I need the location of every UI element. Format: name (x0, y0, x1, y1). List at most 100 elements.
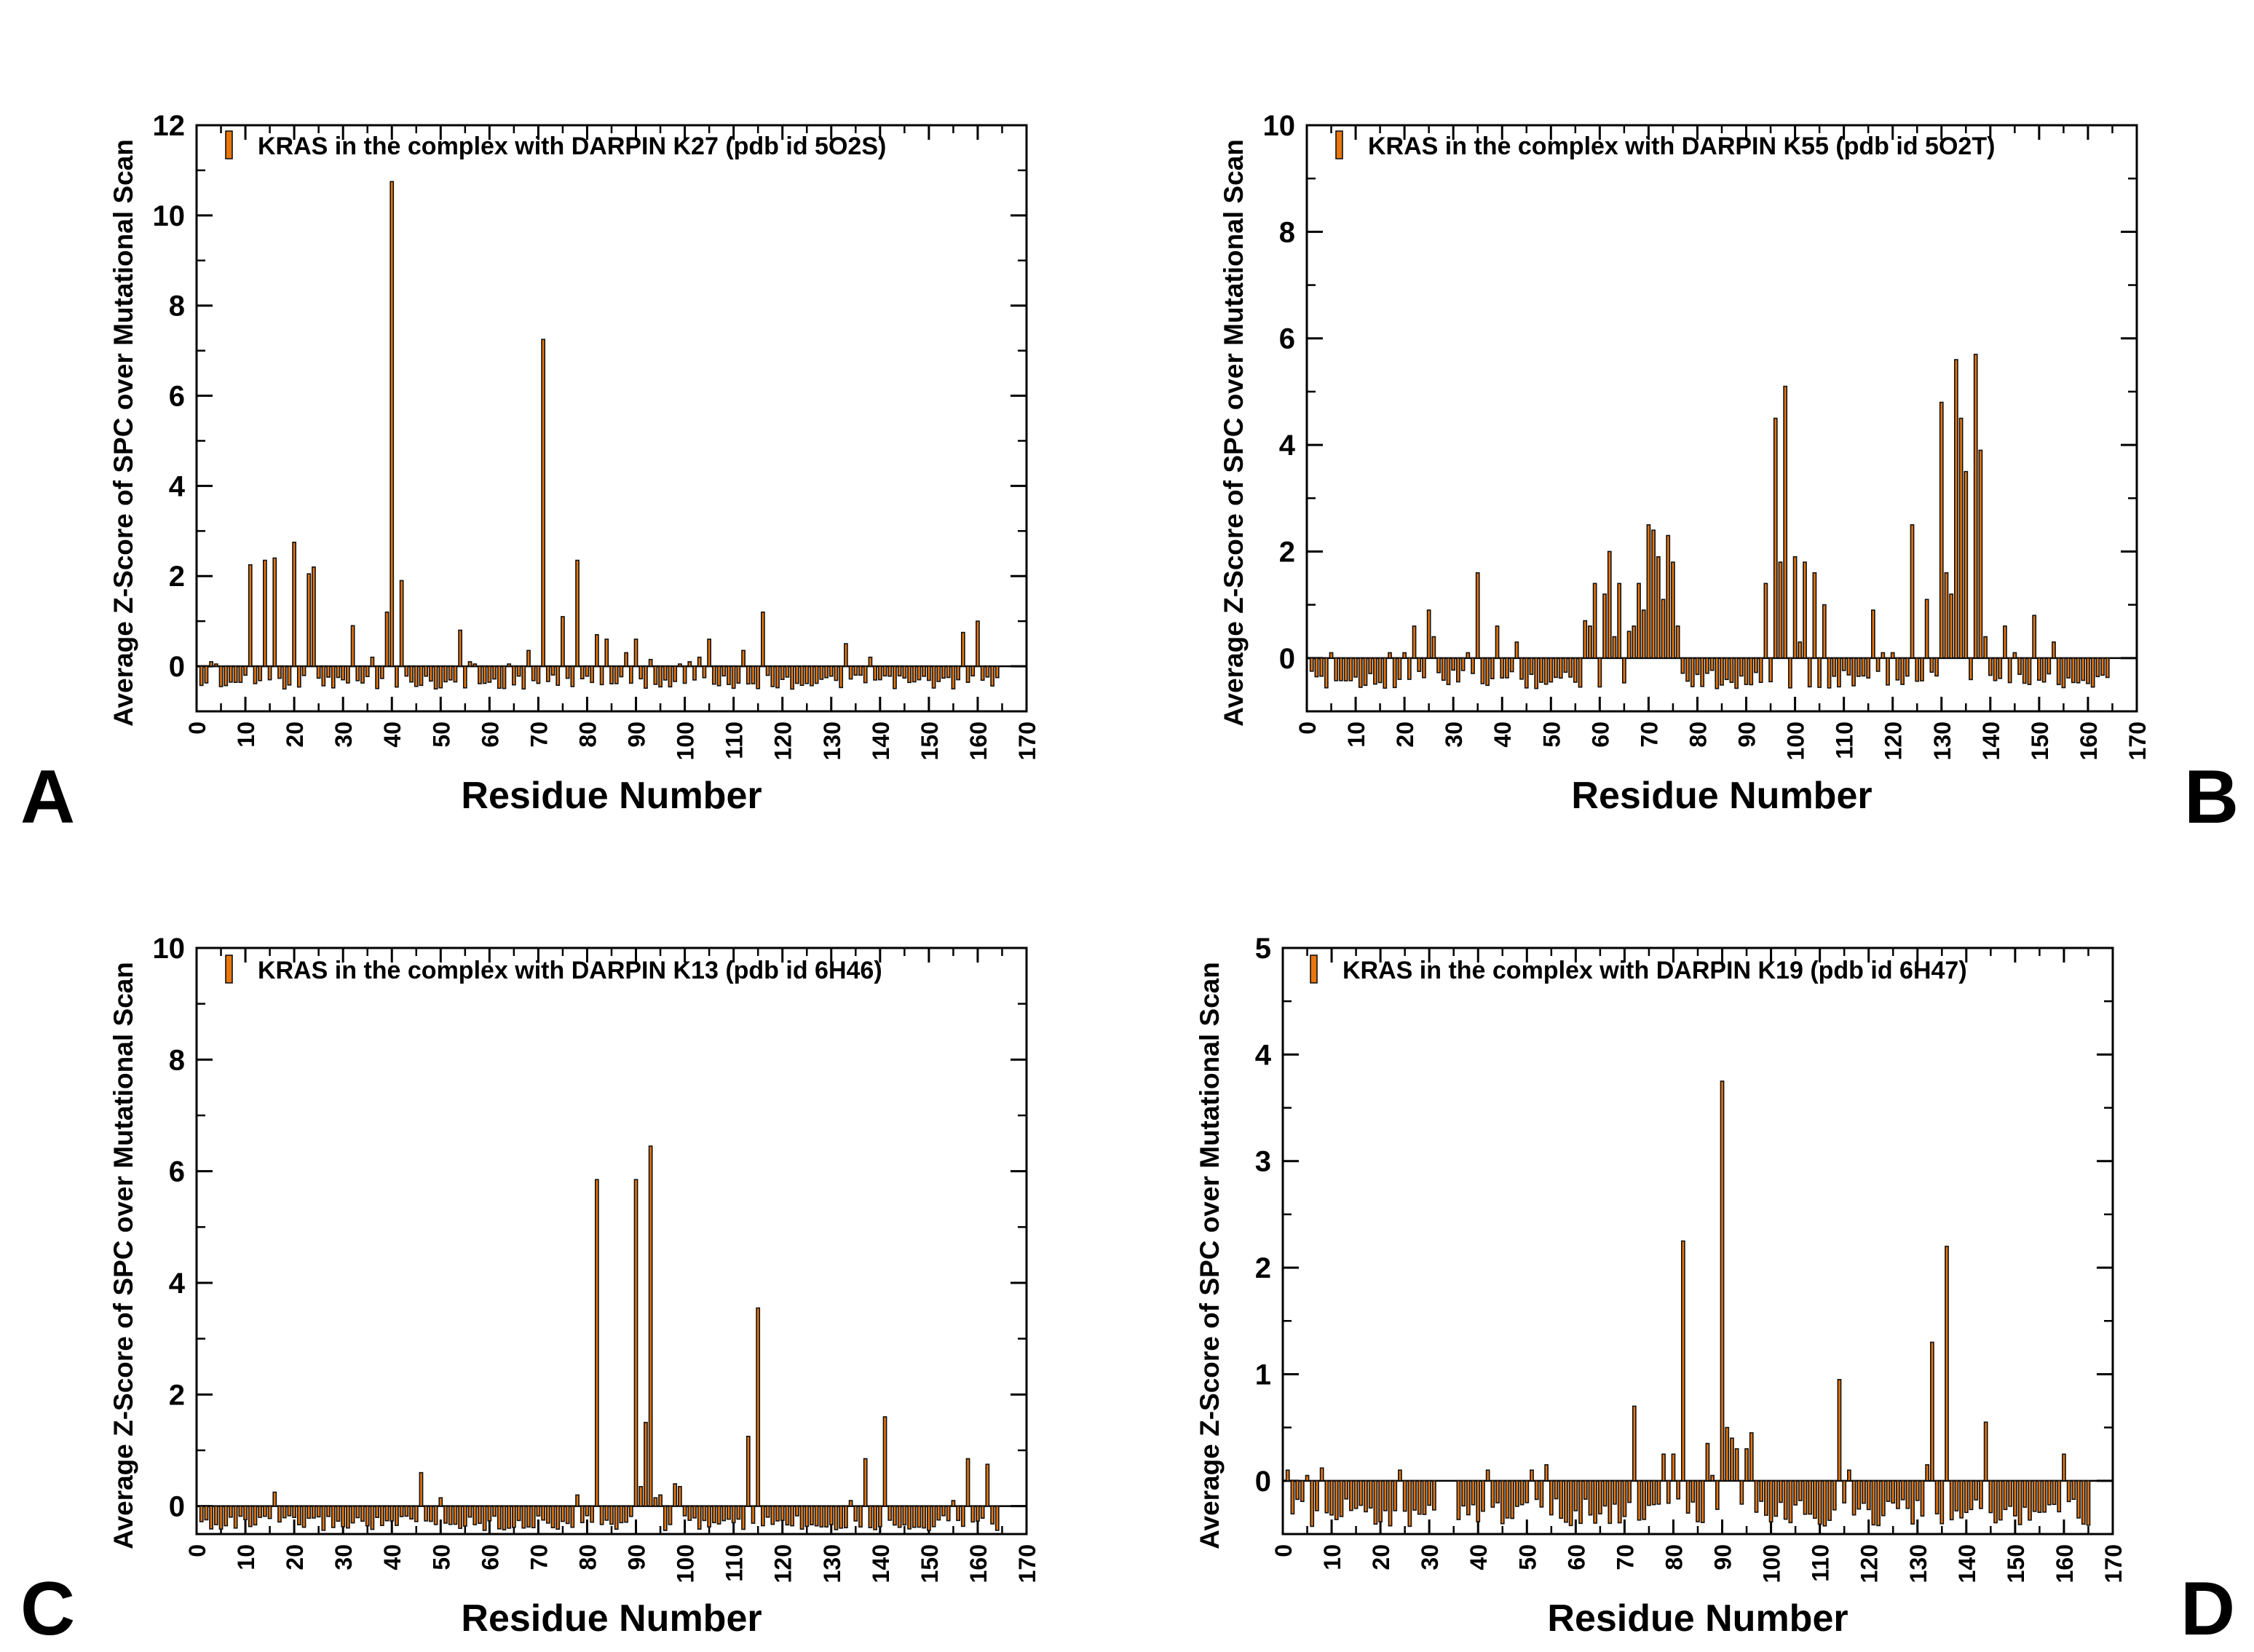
y-axis-label: Average Z-Score of SPC over Mutational S… (108, 139, 138, 727)
bar-residue-123 (1881, 1480, 1886, 1517)
bar-residue-2 (1290, 1480, 1295, 1515)
bar-residue-142 (887, 665, 893, 677)
bar-residue-151 (2017, 1480, 2022, 1525)
legend-label: KRAS in the complex with DARPIN K55 (pdb… (1368, 133, 1995, 160)
bar-residue-118 (1881, 652, 1886, 659)
bar-residue-30 (1451, 657, 1456, 671)
x-tick-label: 170 (1014, 1544, 1040, 1583)
bar-residue-116 (761, 611, 765, 667)
bar-residue-145 (1988, 1480, 1993, 1514)
bar-residue-4 (213, 663, 218, 667)
bar-residue-140 (877, 1505, 882, 1527)
bar-residue-137 (1973, 353, 1978, 659)
bar-residue-122 (790, 665, 794, 690)
bar-residue-135 (1964, 470, 1969, 659)
legend-swatch (225, 130, 233, 159)
bar-residue-156 (956, 665, 960, 681)
bar-residue-24 (312, 566, 316, 667)
bar-residue-89 (628, 665, 633, 684)
bar-residue-15 (1353, 1480, 1359, 1509)
y-tick-label: 5 (1255, 933, 1271, 965)
bar-residue-107 (1803, 1480, 1808, 1515)
bar-residue-16 (1359, 1480, 1364, 1506)
bar-residue-110 (1841, 657, 1846, 671)
bar-residue-93 (1734, 1448, 1739, 1482)
bar-residue-129 (824, 665, 829, 679)
bar-residue-70 (1622, 1480, 1627, 1517)
x-tick-label: 40 (1466, 1544, 1492, 1570)
bar-residue-77 (570, 1505, 575, 1528)
bar-residue-77 (1680, 657, 1685, 674)
bar-residue-82 (595, 1179, 599, 1507)
bar-residue-82 (595, 633, 599, 667)
bar-residue-25 (316, 1505, 321, 1518)
bar-residue-122 (1876, 1480, 1881, 1527)
x-tick-label: 170 (1014, 722, 1040, 760)
bar-residue-54 (1544, 1464, 1549, 1482)
bar-residue-91 (1749, 657, 1754, 686)
y-tick-label: 2 (169, 561, 185, 593)
bar-residue-55 (462, 665, 467, 689)
x-tick-label: 120 (770, 1544, 796, 1583)
x-tick-label: 30 (1417, 1544, 1443, 1570)
bar-residue-15 (267, 1505, 272, 1519)
bar-residue-156 (2042, 1480, 2047, 1513)
bar-residue-4 (1324, 657, 1329, 689)
bar-residue-32 (350, 1505, 355, 1524)
bar-residue-148 (2003, 1480, 2008, 1511)
bar-residue-61 (1578, 1480, 1583, 1525)
y-tick-label: 6 (169, 381, 185, 413)
x-tick-label: 90 (624, 722, 650, 748)
bar-residue-147 (912, 1505, 917, 1528)
bar-residue-105 (707, 639, 711, 667)
y-tick-label: 0 (1255, 1466, 1271, 1498)
bar-residue-21 (296, 1505, 301, 1525)
bar-residue-1 (199, 1505, 204, 1522)
bar-residue-39 (384, 1505, 389, 1522)
bar-residue-2 (204, 1505, 209, 1521)
x-tick-label: 160 (2076, 722, 2102, 760)
bar-residue-3 (1295, 1480, 1300, 1501)
bar-residue-3 (1319, 657, 1324, 677)
bar-residue-107 (1827, 657, 1832, 689)
bar-residue-45 (414, 1505, 419, 1522)
bar-residue-44 (1495, 1480, 1500, 1503)
bar-residue-142 (887, 1505, 893, 1521)
bar-residue-150 (927, 1505, 931, 1531)
bar-residue-43 (1514, 641, 1519, 659)
bar-residue-41 (395, 1505, 399, 1526)
bar-residue-13 (1344, 1480, 1349, 1500)
bar-residue-22 (301, 1505, 307, 1528)
x-axis-label: Residue Number (461, 1597, 762, 1640)
x-tick-label: 50 (428, 1544, 454, 1570)
bar-residue-164 (994, 1505, 1000, 1531)
bar-residue-124 (1886, 1480, 1891, 1502)
bar-residue-145 (2012, 652, 2017, 659)
bar-residue-131 (834, 1505, 839, 1530)
bar-residue-4 (1300, 1480, 1305, 1502)
bar-residue-25 (316, 665, 321, 679)
bar-residue-162 (2071, 1480, 2076, 1501)
bar-residue-120 (780, 665, 785, 680)
bar-residue-39 (1495, 625, 1500, 659)
bar-residue-19 (287, 1505, 292, 1517)
bar-residue-123 (1905, 657, 1910, 677)
bar-residue-83 (1709, 657, 1715, 671)
bar-residue-105 (1793, 1480, 1798, 1506)
bar-residue-109 (727, 1505, 731, 1520)
bar-residue-132 (839, 665, 844, 689)
bar-residue-160 (976, 1505, 980, 1522)
bar-residue-130 (1915, 1480, 1920, 1501)
bar-residue-72 (545, 665, 550, 682)
bar-residue-103 (1807, 657, 1812, 688)
bar-residue-82 (1705, 657, 1709, 674)
bar-residue-10 (243, 1505, 248, 1521)
bar-residue-101 (1798, 641, 1803, 659)
bar-residue-141 (882, 665, 887, 677)
bar-residue-123 (794, 1505, 799, 1517)
bar-residue-163 (990, 665, 994, 687)
bar-residue-106 (1798, 1480, 1803, 1501)
x-tick-label: 20 (1392, 722, 1418, 748)
